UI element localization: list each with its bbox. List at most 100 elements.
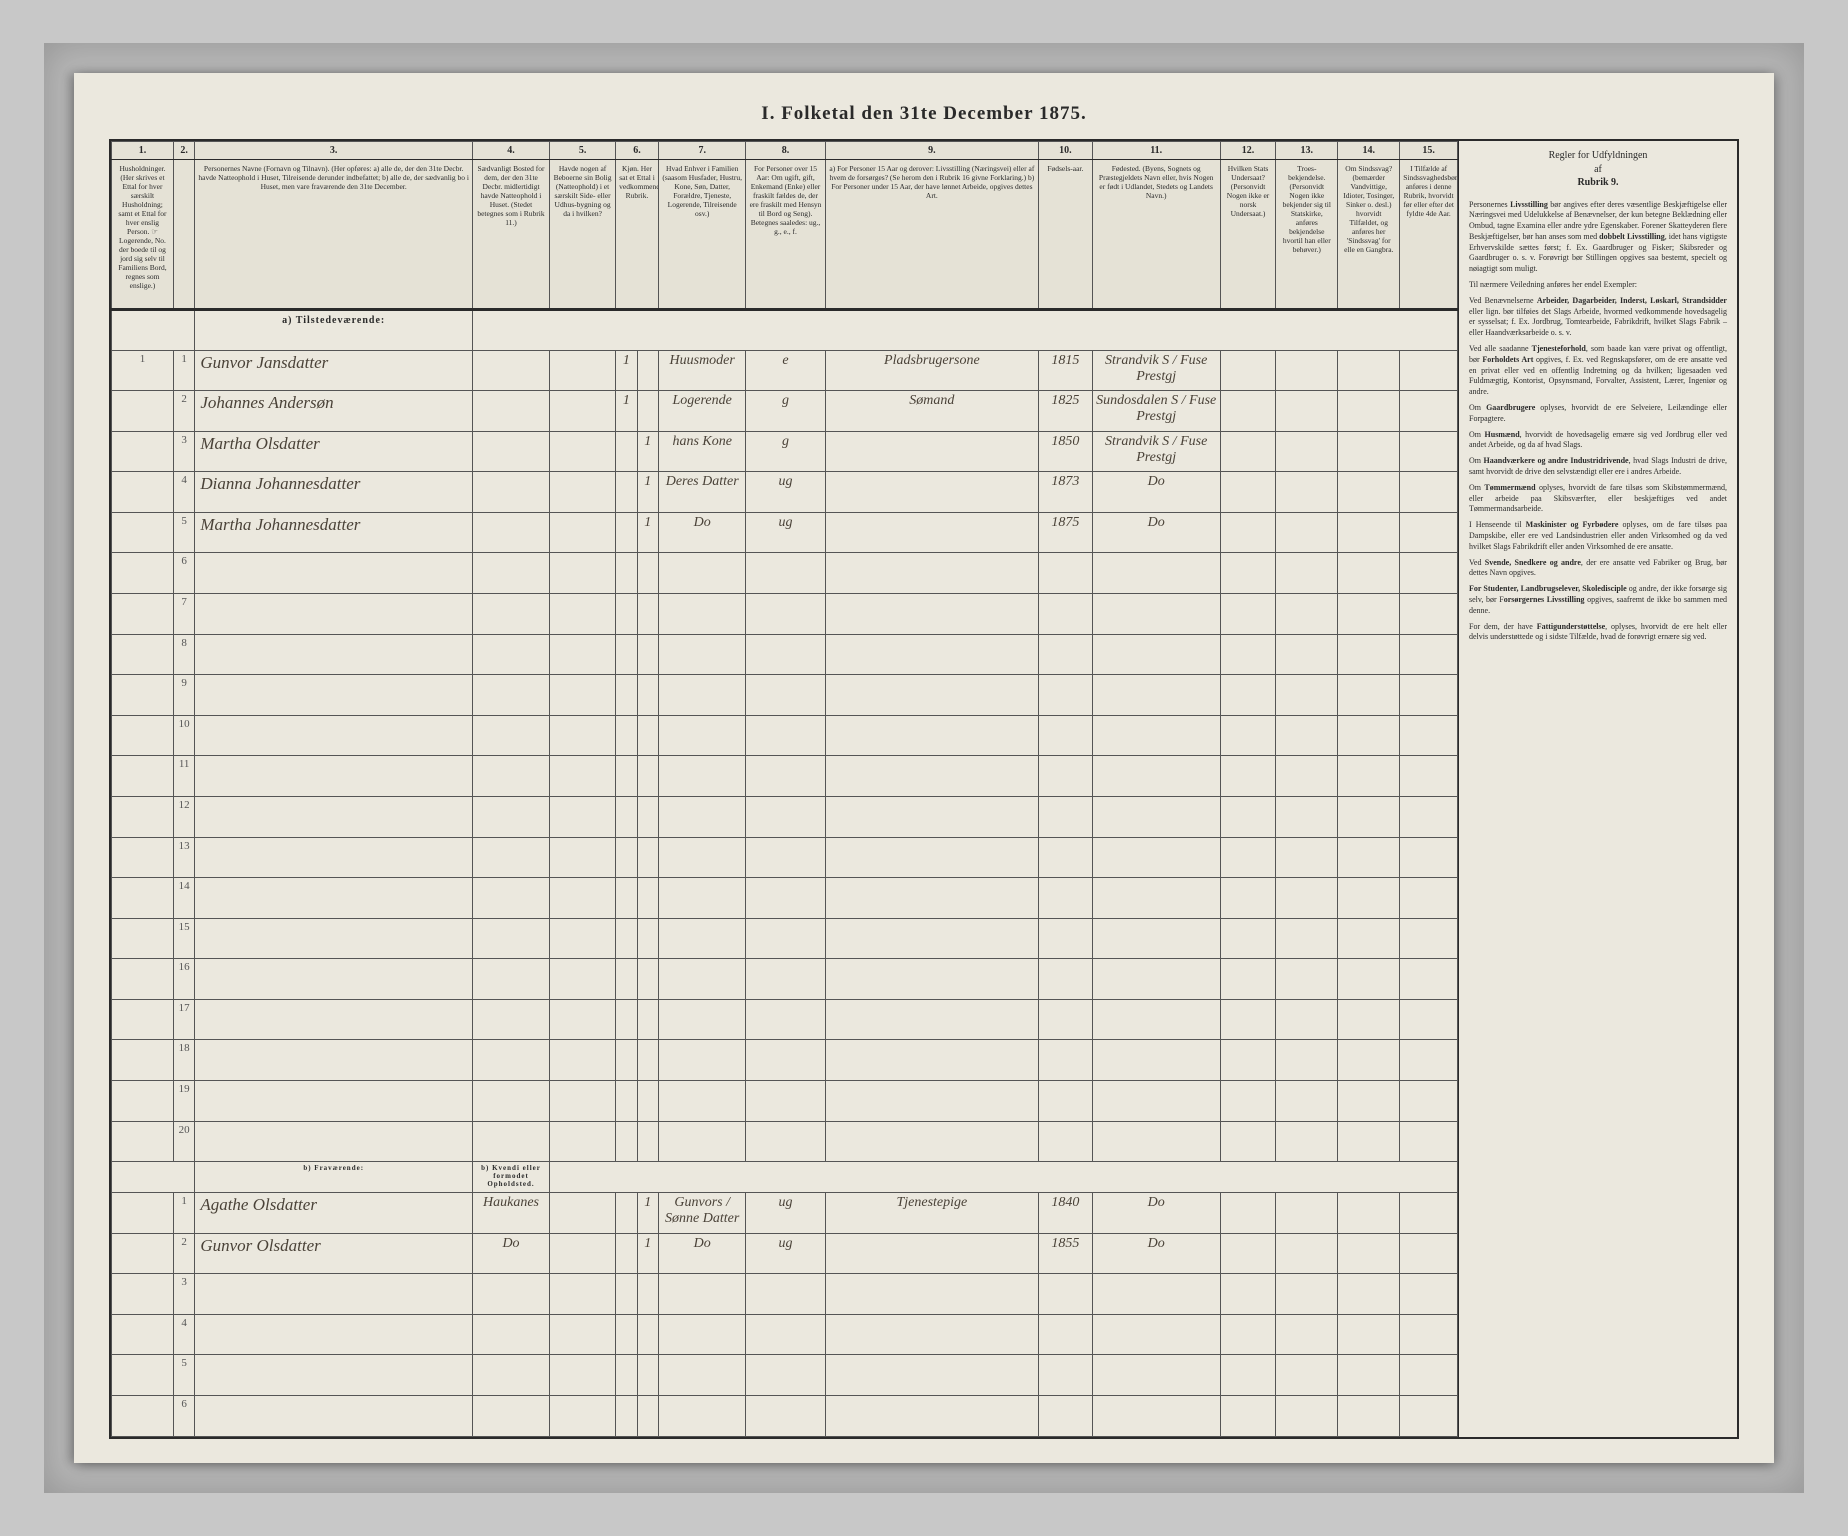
col-head: Om Sindssvag? (bemærder Vandvittige, Idi…	[1338, 160, 1400, 310]
cell	[549, 1314, 615, 1355]
main-layout: 1.2.3.4.5.6.7.8.9.10.11.12.13.14.15. Hus…	[109, 139, 1739, 1439]
cell	[825, 918, 1039, 959]
table-row: 7	[112, 594, 1458, 635]
cell	[1092, 1040, 1220, 1081]
cell	[637, 1396, 658, 1437]
family-role: Deres Datter	[658, 472, 746, 513]
cell	[549, 675, 615, 716]
cell	[1092, 999, 1220, 1040]
cell	[473, 796, 550, 837]
cell	[1276, 472, 1338, 513]
cell	[549, 878, 615, 919]
cell	[112, 715, 174, 756]
cell	[616, 796, 637, 837]
cell	[112, 1121, 174, 1162]
cell	[1220, 715, 1276, 756]
col-head: Fødested. (Byens, Sognets og Præstegjeld…	[1092, 160, 1220, 310]
cell	[637, 391, 658, 432]
col-head: Hvilken Stats Undersaat? (Personvidt Nog…	[1220, 160, 1276, 310]
cell	[195, 1314, 473, 1355]
cell	[746, 1080, 825, 1121]
cell	[637, 837, 658, 878]
table-row: 1Agathe OlsdatterHaukanes1Gunvors / Sønn…	[112, 1193, 1458, 1234]
cell	[112, 1274, 174, 1315]
occupation	[825, 472, 1039, 513]
cell	[112, 796, 174, 837]
cell: 2	[173, 391, 194, 432]
cell	[195, 999, 473, 1040]
person-name: Johannes Andersøn	[195, 391, 473, 432]
table-row: b) Fraværende:b) Kvendi eller formodet O…	[112, 1162, 1458, 1193]
cell	[473, 756, 550, 797]
cell	[473, 715, 550, 756]
birth-year: 1815	[1039, 350, 1092, 391]
cell	[1039, 1040, 1092, 1081]
cell	[473, 350, 550, 391]
cell	[1092, 634, 1220, 675]
cell	[658, 1121, 746, 1162]
cell	[658, 1355, 746, 1396]
cell	[112, 675, 174, 716]
birth-year: 1873	[1039, 472, 1092, 513]
cell: 8	[173, 634, 194, 675]
cell	[746, 1355, 825, 1396]
cell	[1276, 350, 1338, 391]
col-num: 8.	[746, 142, 825, 160]
cell	[1400, 878, 1458, 919]
cell: 6	[173, 1396, 194, 1437]
family-role: Gunvors / Sønne Datter	[658, 1193, 746, 1234]
birth-year: 1825	[1039, 391, 1092, 432]
rules-paragraph: Om Haandværkere og andre Industridrivend…	[1469, 456, 1727, 478]
cell: 1	[637, 472, 658, 513]
table-row: 15	[112, 918, 1458, 959]
cell: g	[746, 391, 825, 432]
col-head: Troes-bekjendelse. (Personvidt Nogen ikk…	[1276, 160, 1338, 310]
cell	[1400, 553, 1458, 594]
col-head: Kjøn. Her sat et Ettal i vedkommende Rub…	[616, 160, 659, 310]
rules-paragraph: Ved Svende, Snedkere og andre, der ere a…	[1469, 558, 1727, 580]
cell	[1220, 1080, 1276, 1121]
birth-year: 1850	[1039, 431, 1092, 472]
cell: 5	[173, 512, 194, 553]
cell	[473, 1274, 550, 1315]
cell	[658, 878, 746, 919]
cell	[1276, 796, 1338, 837]
cell	[473, 959, 550, 1000]
cell	[195, 553, 473, 594]
cell	[1400, 918, 1458, 959]
cell	[473, 1080, 550, 1121]
cell	[1338, 1193, 1400, 1234]
cell	[616, 512, 637, 553]
cell	[1039, 1396, 1092, 1437]
cell	[1039, 999, 1092, 1040]
cell	[1338, 1233, 1400, 1274]
cell	[1338, 1274, 1400, 1315]
cell	[195, 594, 473, 635]
cell	[195, 918, 473, 959]
person-name: Martha Olsdatter	[195, 431, 473, 472]
cell: ug	[746, 1233, 825, 1274]
col-num: 13.	[1276, 142, 1338, 160]
cell	[1039, 1314, 1092, 1355]
cell	[112, 594, 174, 635]
cell	[112, 634, 174, 675]
cell	[1338, 1314, 1400, 1355]
cell: 10	[173, 715, 194, 756]
cell	[1338, 1040, 1400, 1081]
cell	[658, 796, 746, 837]
cell	[637, 715, 658, 756]
cell	[1338, 1121, 1400, 1162]
cell	[658, 594, 746, 635]
cell	[1039, 715, 1092, 756]
cell	[1276, 878, 1338, 919]
cell	[616, 1396, 637, 1437]
cell	[1039, 918, 1092, 959]
table-row: 19	[112, 1080, 1458, 1121]
cell	[1400, 675, 1458, 716]
cell: 17	[173, 999, 194, 1040]
cell	[549, 715, 615, 756]
table-row: 3	[112, 1274, 1458, 1315]
cell	[1338, 431, 1400, 472]
cell	[1220, 837, 1276, 878]
table-row: 17	[112, 999, 1458, 1040]
